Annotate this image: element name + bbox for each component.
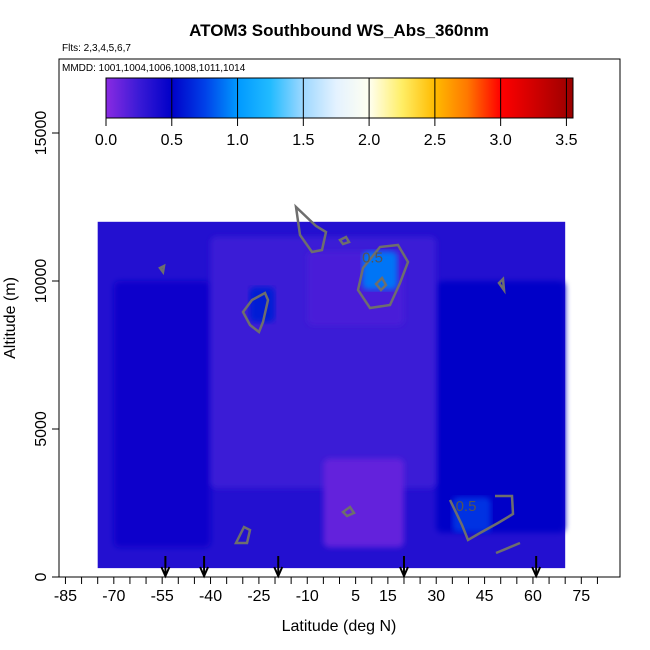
x-tick-label: -10 bbox=[296, 588, 319, 605]
x-tick-label: 5 bbox=[351, 588, 360, 605]
x-tick-label: -70 bbox=[102, 588, 125, 605]
flight-marker-arrow bbox=[199, 556, 209, 579]
contour-lines bbox=[158, 203, 521, 555]
heatmap-cell bbox=[113, 281, 211, 548]
colorbar-tick-label: 0.5 bbox=[161, 132, 183, 149]
heatmap-cell bbox=[436, 281, 566, 533]
x-tick-label: -40 bbox=[199, 588, 222, 605]
contour-line bbox=[495, 541, 521, 555]
contour-line bbox=[374, 275, 388, 292]
contour-line bbox=[497, 276, 506, 295]
x-tick-label: -85 bbox=[54, 588, 77, 605]
contour-label: 0.5 bbox=[456, 498, 477, 515]
colorbar: 0.0 0.5 1.0 1.5 2.0 2.5 3.0 3.5 bbox=[95, 77, 578, 149]
x-tick-label: 60 bbox=[524, 588, 542, 605]
contour-line bbox=[448, 494, 515, 542]
contour-line bbox=[158, 263, 166, 276]
colorbar-tick-label: 2.5 bbox=[424, 132, 446, 149]
dates-note: MMDD: 1001,1004,1006,1008,1011,1014 bbox=[62, 63, 246, 74]
colorbar-tick-label: 0.0 bbox=[95, 132, 117, 149]
flight-marker-arrow bbox=[273, 556, 284, 579]
colorbar-ticks: 0.0 0.5 1.0 1.5 2.0 2.5 3.0 3.5 bbox=[95, 78, 578, 149]
y-tick-label: 0 bbox=[33, 572, 50, 581]
colorbar-tick-label: 3.0 bbox=[490, 132, 512, 149]
y-axis-label: Altitude (m) bbox=[2, 277, 19, 359]
x-tick-label: 15 bbox=[379, 588, 397, 605]
colorbar-tick-label: 1.5 bbox=[292, 132, 314, 149]
contour-line bbox=[233, 525, 252, 545]
colorbar-tick-label: 1.0 bbox=[226, 132, 248, 149]
contour-line bbox=[294, 203, 328, 254]
flight-marker-arrow bbox=[160, 556, 171, 579]
contour-line bbox=[341, 505, 356, 518]
x-tick-label: 30 bbox=[427, 588, 445, 605]
flight-marker-arrow bbox=[399, 556, 409, 579]
flight-marker-arrow bbox=[531, 556, 542, 579]
x-tick-label: -55 bbox=[151, 588, 174, 605]
colorbar-tick-label: 3.5 bbox=[555, 132, 577, 149]
heatmap-cell bbox=[362, 251, 398, 290]
x-axis-label: Latitude (deg N) bbox=[282, 618, 397, 635]
x-tick-label: 75 bbox=[572, 588, 590, 605]
y-tick-label: 10000 bbox=[33, 259, 50, 304]
heatmap-field bbox=[97, 221, 566, 569]
x-axis: -85 -70 -55 -40 -25 -10 5 15 30 45 60 75 bbox=[54, 577, 598, 605]
heatmap-cell bbox=[249, 286, 276, 323]
heatmap-cell bbox=[323, 458, 404, 548]
x-tick-label: 45 bbox=[476, 588, 494, 605]
colorbar-tick-label: 2.0 bbox=[358, 132, 380, 149]
contour-label: 0.5 bbox=[362, 249, 383, 266]
chart-title: ATOM3 Southbound WS_Abs_360nm bbox=[189, 21, 489, 40]
flight-markers bbox=[160, 556, 542, 579]
y-axis: 0 5000 10000 15000 bbox=[33, 111, 59, 581]
x-tick-label: -25 bbox=[247, 588, 270, 605]
contour-line bbox=[356, 243, 410, 310]
y-tick-label: 5000 bbox=[33, 411, 50, 447]
flights-note: Flts: 2,3,4,5,6,7 bbox=[62, 43, 131, 54]
contour-line bbox=[241, 291, 270, 335]
contour-line bbox=[338, 235, 351, 246]
colorbar-gradient bbox=[106, 78, 573, 118]
y-tick-label: 15000 bbox=[33, 111, 50, 156]
